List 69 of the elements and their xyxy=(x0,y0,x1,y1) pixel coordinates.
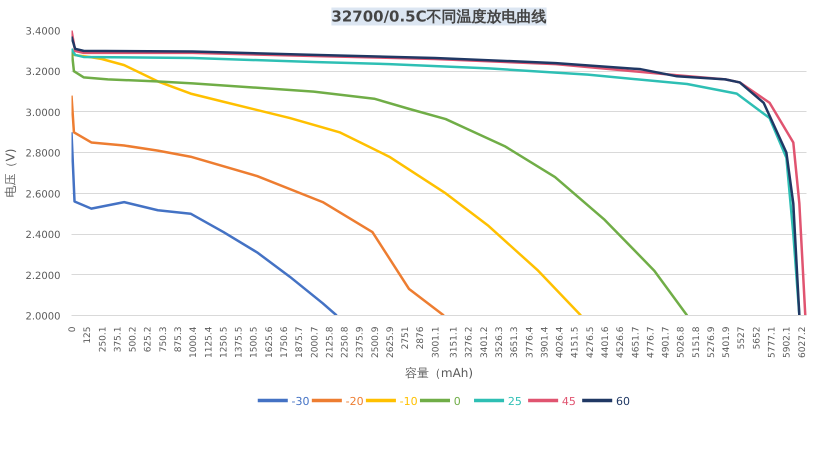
x-tick-label: 2000.7 xyxy=(310,326,320,358)
x-tick-label: 2876 xyxy=(416,326,426,350)
x-tick-label: 2751 xyxy=(401,326,412,350)
y-tick-label: 3.4000 xyxy=(26,26,61,38)
x-tick-label: 1625.6 xyxy=(264,326,275,358)
x-tick-label: 3651.3 xyxy=(510,326,520,358)
x-tick-label: 1750.6 xyxy=(280,326,290,358)
x-tick-label: 3401.2 xyxy=(480,326,490,358)
legend-label: -30 xyxy=(292,395,310,408)
x-tick-label: 4276.5 xyxy=(586,326,596,358)
x-tick-label: 1000.4 xyxy=(189,326,200,358)
legend-label: -10 xyxy=(400,395,418,408)
x-tick-label: 2125.8 xyxy=(325,326,336,358)
x-tick-label: 3526.3 xyxy=(494,326,505,358)
x-tick-label: 5026.8 xyxy=(676,326,687,358)
y-tick-label: 2.2000 xyxy=(26,270,61,282)
y-tick-label: 2.6000 xyxy=(26,189,61,200)
x-tick-label: 5777.1 xyxy=(768,326,778,358)
x-tick-label: 3776.4 xyxy=(525,326,536,358)
x-tick-label: 750.3 xyxy=(158,326,169,352)
x-tick-label: 3151.1 xyxy=(450,326,460,358)
legend-label: 25 xyxy=(508,395,522,408)
x-tick-label: 1875.7 xyxy=(295,326,306,358)
x-tick-label: 500.2 xyxy=(128,326,139,352)
y-tick-label: 3.2000 xyxy=(26,67,61,78)
x-tick-label: 1125.4 xyxy=(204,326,214,358)
legend-label: 60 xyxy=(616,395,630,408)
legend-label: 0 xyxy=(454,395,461,408)
x-tick-label: 3001.1 xyxy=(431,326,442,358)
x-axis-title: 容量（mAh) xyxy=(404,366,474,380)
y-tick-label: 2.0000 xyxy=(26,312,61,322)
x-tick-label: 6027.2 xyxy=(798,326,808,358)
x-tick-label: 4901.7 xyxy=(662,326,672,358)
x-tick-label: 375.1 xyxy=(113,326,124,352)
y-axis-title: 电压（V) xyxy=(4,148,18,198)
x-tick-label: 3901.4 xyxy=(540,326,550,358)
x-tick-label: 4151.5 xyxy=(570,326,581,358)
x-tick-label: 1375.5 xyxy=(234,326,245,358)
y-tick-label: 3.0000 xyxy=(26,108,61,119)
x-tick-label: 250.1 xyxy=(98,326,108,352)
line-series xyxy=(72,131,338,316)
x-tick-label: 125 xyxy=(83,326,94,344)
x-tick-label: 0 xyxy=(68,326,78,332)
x-tick-label: 4026.4 xyxy=(556,326,566,358)
legend-label: -20 xyxy=(346,395,364,408)
x-tick-label: 4651.7 xyxy=(631,326,642,358)
x-tick-label: 5652 xyxy=(752,326,762,350)
x-tick-label: 4776.7 xyxy=(646,326,656,358)
x-tick-label: 1500.5 xyxy=(250,326,260,358)
y-tick-label: 2.4000 xyxy=(26,230,61,242)
x-tick-label: 875.3 xyxy=(174,326,184,352)
x-tick-label: 3276.2 xyxy=(464,326,475,358)
x-tick-label: 4526.6 xyxy=(616,326,626,358)
x-tick-label: 5276.9 xyxy=(706,326,717,358)
x-tick-label: 2625.9 xyxy=(386,326,396,358)
x-tick-label: 5527 xyxy=(737,326,748,350)
x-tick-label: 4401.6 xyxy=(600,326,611,358)
chart-title: 32700/0.5C不同温度放电曲线 xyxy=(331,8,547,26)
x-tick-label: 2500.9 xyxy=(370,326,381,358)
x-tick-label: 2250.8 xyxy=(340,326,351,358)
y-tick-label: 2.8000 xyxy=(26,148,61,160)
x-tick-label: 1250.5 xyxy=(219,326,230,358)
x-tick-label: 2375.9 xyxy=(356,326,366,358)
x-tick-label: 5151.8 xyxy=(692,326,702,358)
line-series xyxy=(72,94,446,316)
legend-label: 45 xyxy=(562,395,576,408)
x-tick-label: 625.2 xyxy=(144,326,154,352)
x-tick-label: 5401.9 xyxy=(722,326,732,358)
x-tick-label: 5902.1 xyxy=(782,326,793,358)
